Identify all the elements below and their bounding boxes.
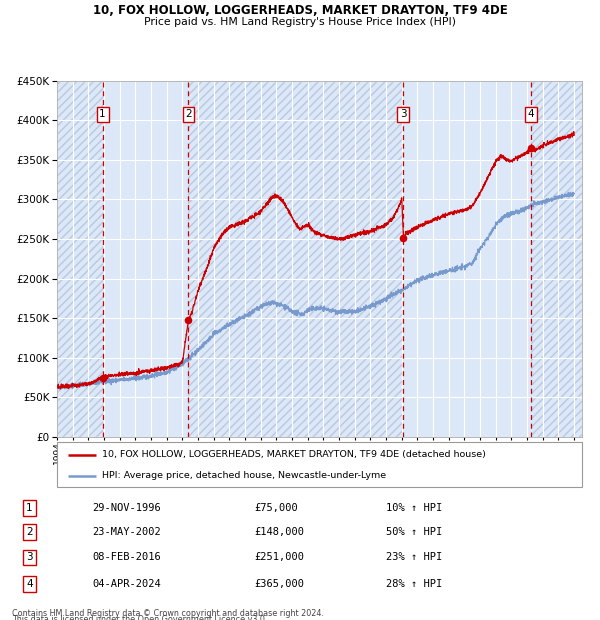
Text: HPI: Average price, detached house, Newcastle-under-Lyme: HPI: Average price, detached house, Newc… xyxy=(101,471,386,480)
Text: 10, FOX HOLLOW, LOGGERHEADS, MARKET DRAYTON, TF9 4DE: 10, FOX HOLLOW, LOGGERHEADS, MARKET DRAY… xyxy=(92,4,508,17)
Text: 4: 4 xyxy=(528,110,535,120)
Bar xyxy=(531,81,582,437)
Text: 28% ↑ HPI: 28% ↑ HPI xyxy=(386,579,443,589)
Text: 10, FOX HOLLOW, LOGGERHEADS, MARKET DRAYTON, TF9 4DE (detached house): 10, FOX HOLLOW, LOGGERHEADS, MARKET DRAY… xyxy=(101,450,485,459)
Text: 3: 3 xyxy=(400,110,407,120)
Text: 2: 2 xyxy=(185,110,192,120)
Bar xyxy=(188,81,403,437)
Text: 3: 3 xyxy=(26,552,32,562)
Text: 23% ↑ HPI: 23% ↑ HPI xyxy=(386,552,443,562)
Text: 1: 1 xyxy=(99,110,106,120)
Bar xyxy=(403,81,531,437)
FancyBboxPatch shape xyxy=(57,442,582,487)
Text: 10% ↑ HPI: 10% ↑ HPI xyxy=(386,503,443,513)
Text: 04-APR-2024: 04-APR-2024 xyxy=(92,579,161,589)
Text: £365,000: £365,000 xyxy=(254,579,304,589)
Bar xyxy=(103,81,188,437)
Text: 29-NOV-1996: 29-NOV-1996 xyxy=(92,503,161,513)
Text: Price paid vs. HM Land Registry's House Price Index (HPI): Price paid vs. HM Land Registry's House … xyxy=(144,17,456,27)
Text: £251,000: £251,000 xyxy=(254,552,304,562)
Text: 08-FEB-2016: 08-FEB-2016 xyxy=(92,552,161,562)
Text: £148,000: £148,000 xyxy=(254,527,304,538)
Text: 23-MAY-2002: 23-MAY-2002 xyxy=(92,527,161,538)
Text: £75,000: £75,000 xyxy=(254,503,298,513)
Text: Contains HM Land Registry data © Crown copyright and database right 2024.: Contains HM Land Registry data © Crown c… xyxy=(12,609,324,618)
Text: 50% ↑ HPI: 50% ↑ HPI xyxy=(386,527,443,538)
Text: 2: 2 xyxy=(26,527,32,538)
Bar xyxy=(188,81,403,437)
Text: 4: 4 xyxy=(26,579,32,589)
Bar xyxy=(531,81,582,437)
Text: This data is licensed under the Open Government Licence v3.0.: This data is licensed under the Open Gov… xyxy=(12,615,268,620)
Text: 1: 1 xyxy=(26,503,32,513)
Bar xyxy=(57,81,103,437)
Bar xyxy=(57,81,103,437)
